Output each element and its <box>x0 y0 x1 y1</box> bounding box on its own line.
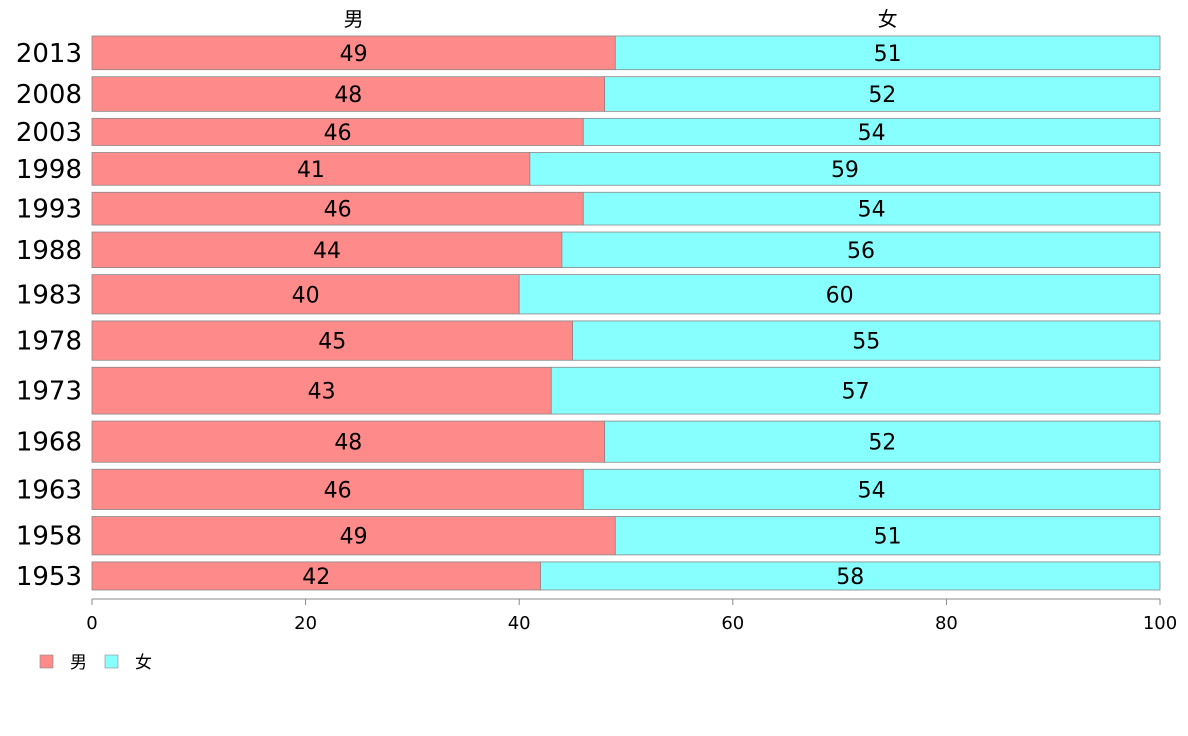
data-label: 41 <box>297 158 325 183</box>
bar-row-1963: 1963 46 54 <box>16 468 1161 510</box>
category-label: 1963 <box>16 475 82 505</box>
bar-segment-male <box>91 366 552 415</box>
data-label: 45 <box>318 330 346 355</box>
bar-segment-male <box>91 516 616 556</box>
category-label: 2008 <box>16 80 82 110</box>
bars-group: 2013 49 51 2008 48 52 2003 46 54 1998 41 59 1993 46 54… <box>16 35 1161 592</box>
data-label: 46 <box>324 198 352 223</box>
series-header-1: 女 <box>878 7 898 31</box>
bar-row-1968: 1968 48 52 <box>16 420 1161 463</box>
data-label: 52 <box>868 83 896 108</box>
x-tick-label: 60 <box>721 613 744 634</box>
data-label: 48 <box>334 431 362 456</box>
category-label: 1988 <box>16 236 82 266</box>
bar-segment-male <box>91 35 616 71</box>
bar-segment-male <box>91 420 606 463</box>
bar-row-2008: 2008 48 52 <box>16 76 1161 112</box>
category-label: 1958 <box>16 522 82 552</box>
bar-segment-male <box>91 152 531 186</box>
bar-segment-male <box>91 320 574 361</box>
category-label: 1953 <box>16 562 82 592</box>
data-label: 60 <box>826 283 854 308</box>
category-label: 1998 <box>16 155 82 185</box>
x-tick-label: 40 <box>508 613 531 634</box>
bar-row-1993: 1993 46 54 <box>16 191 1161 226</box>
x-tick-label: 0 <box>86 613 97 634</box>
data-label: 46 <box>324 478 352 503</box>
legend-label: 女 <box>135 653 152 673</box>
x-axis: 0 20 40 60 80 100 <box>86 598 1177 634</box>
data-label: 43 <box>308 380 336 405</box>
legend: 男女 <box>39 653 152 673</box>
bar-segment-female <box>540 561 1161 591</box>
bar-row-1998: 1998 41 59 <box>16 152 1161 186</box>
data-label: 49 <box>340 525 368 550</box>
data-label: 46 <box>324 121 352 146</box>
bar-segment-female <box>614 35 1161 71</box>
bar-segment-male <box>91 117 584 146</box>
legend-swatch <box>39 654 54 669</box>
bar-segment-female <box>518 274 1161 315</box>
bar-row-1973: 1973 43 57 <box>16 366 1161 415</box>
series-headers: 男女 <box>344 7 898 31</box>
legend-label: 男 <box>70 653 87 673</box>
data-label: 52 <box>868 431 896 456</box>
x-tick-label: 100 <box>1143 613 1177 634</box>
x-tick-label: 80 <box>935 613 958 634</box>
data-label: 57 <box>842 380 870 405</box>
bar-row-1988: 1988 44 56 <box>16 231 1161 269</box>
bar-segment-female <box>582 117 1161 146</box>
bar-row-1953: 1953 42 58 <box>16 561 1161 592</box>
data-label: 55 <box>852 330 880 355</box>
bar-segment-male <box>91 76 606 112</box>
category-label: 1983 <box>16 280 82 310</box>
category-label: 2013 <box>16 39 82 69</box>
x-tick-label: 20 <box>294 613 317 634</box>
bar-segment-female <box>561 231 1161 269</box>
bar-segment-female <box>582 191 1161 226</box>
data-label: 59 <box>831 158 859 183</box>
bar-segment-female <box>604 76 1161 112</box>
bar-row-1958: 1958 49 51 <box>16 516 1161 556</box>
category-label: 1978 <box>16 327 82 357</box>
legend-swatch <box>104 654 119 669</box>
category-label: 1968 <box>16 428 82 458</box>
bar-row-1983: 1983 40 60 <box>16 274 1161 315</box>
bar-segment-male <box>91 191 584 226</box>
data-label: 54 <box>858 478 886 503</box>
category-label: 1993 <box>16 195 82 225</box>
data-label: 54 <box>858 198 886 223</box>
bar-row-2003: 2003 46 54 <box>16 117 1161 148</box>
series-header-0: 男 <box>344 7 364 31</box>
data-label: 51 <box>874 42 902 67</box>
category-label: 2003 <box>16 118 82 148</box>
bar-segment-male <box>91 468 584 510</box>
bar-segment-female <box>582 468 1161 510</box>
data-label: 58 <box>836 565 864 590</box>
data-label: 51 <box>874 525 902 550</box>
data-label: 44 <box>313 239 341 264</box>
data-label: 48 <box>334 83 362 108</box>
data-label: 42 <box>302 565 330 590</box>
data-label: 40 <box>292 283 320 308</box>
data-label: 49 <box>340 42 368 67</box>
bar-row-1978: 1978 45 55 <box>16 320 1161 361</box>
legend-item-1: 女 <box>104 653 152 673</box>
bar-segment-female <box>614 516 1161 556</box>
bar-segment-female <box>529 152 1161 186</box>
bar-segment-male <box>91 274 520 315</box>
bar-segment-female <box>550 366 1161 415</box>
bar-segment-female <box>604 420 1161 463</box>
data-label: 54 <box>858 121 886 146</box>
bar-segment-female <box>572 320 1161 361</box>
data-label: 56 <box>847 239 875 264</box>
bar-segment-male <box>91 561 541 591</box>
category-label: 1973 <box>16 377 82 407</box>
bar-row-2013: 2013 49 51 <box>16 35 1161 71</box>
legend-item-0: 男 <box>39 653 87 673</box>
